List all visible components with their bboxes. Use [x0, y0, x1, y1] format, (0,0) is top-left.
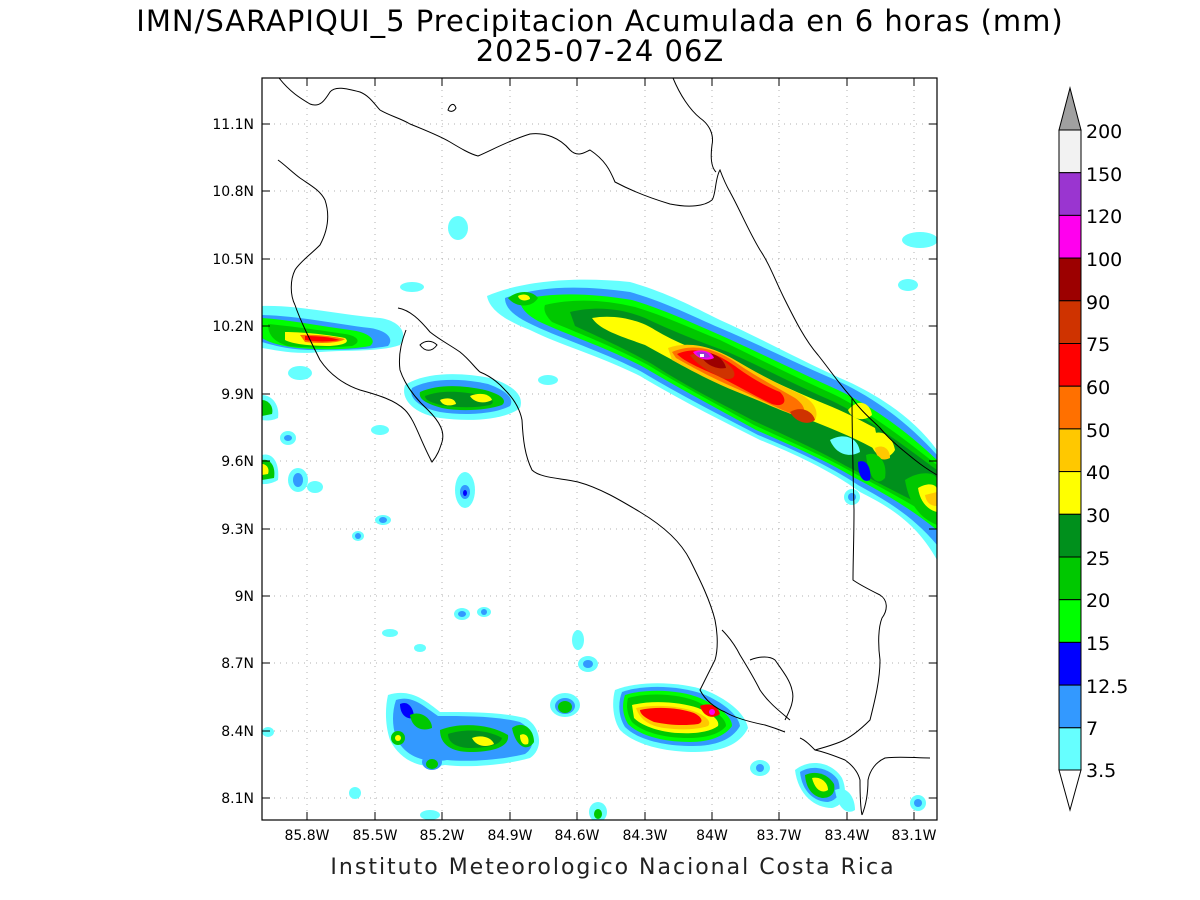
legend-label: 15: [1086, 633, 1110, 655]
legend-swatch-7-12.5: [1058, 684, 1082, 729]
lon-tick-label: 84.9W: [487, 828, 532, 844]
lat-tick-label: 9N: [235, 589, 254, 605]
legend-swatch-15-20: [1058, 599, 1082, 643]
legend-label: 12.5: [1086, 676, 1128, 698]
legend-label: 90: [1086, 292, 1110, 314]
legend-labels: 200 150 120 100 90 75 60 50 40 30 25 20 …: [1086, 121, 1128, 782]
lat-tick-label: 8.1N: [221, 791, 254, 807]
legend-swatch-60-75: [1058, 343, 1082, 387]
lat-tick-label: 10.2N: [212, 319, 254, 335]
lon-tick-label: 83.4W: [824, 828, 869, 844]
legend-under-triangle: [1058, 769, 1082, 812]
legend-swatch-90-100: [1058, 257, 1082, 302]
lat-tick-label: 9.3N: [221, 522, 254, 538]
map-title: IMN/SARAPIQUI_5 Precipitacion Acumulada …: [136, 4, 1064, 38]
lon-tick-label: 83.7W: [756, 828, 801, 844]
lat-axis-labels: 11.1N 10.8N 10.5N 10.2N 9.9N 9.6N 9.3N 9…: [212, 117, 254, 807]
map-datetime: 2025-07-24 06Z: [475, 34, 725, 68]
lon-tick-label: 84W: [696, 828, 728, 844]
plot-frame: [261, 77, 938, 821]
legend-swatch-30-40: [1058, 471, 1082, 515]
lat-tick-label: 10.5N: [212, 252, 254, 268]
legend-label: 20: [1086, 590, 1110, 612]
legend-label: 120: [1086, 206, 1122, 228]
legend-label: 7: [1086, 718, 1098, 740]
legend-swatch-20-25: [1058, 556, 1082, 601]
legend-label: 40: [1086, 462, 1110, 484]
lon-tick-label: 84.6W: [554, 828, 599, 844]
legend-swatch-12.5-15: [1058, 641, 1082, 686]
precipitation-field: [262, 216, 937, 820]
legend-label: 75: [1086, 334, 1110, 356]
lat-tick-label: 8.4N: [221, 724, 254, 740]
legend-swatch-120-150: [1058, 172, 1082, 216]
legend-label: 50: [1086, 420, 1110, 442]
lon-tick-label: 84.3W: [622, 828, 667, 844]
lat-tick-label: 9.6N: [221, 454, 254, 470]
legend-swatch-3.5-7: [1058, 727, 1082, 771]
legend-label: 3.5: [1086, 760, 1116, 782]
lat-tick-label: 10.8N: [212, 184, 254, 200]
legend-swatch-50-60: [1058, 385, 1082, 430]
legend-label: 200: [1086, 121, 1122, 143]
color-legend: [1058, 86, 1082, 812]
legend-swatch-100-120: [1058, 214, 1082, 259]
lat-tick-label: 8.7N: [221, 656, 254, 672]
coastlines: [277, 78, 937, 816]
legend-label: 150: [1086, 164, 1122, 186]
legend-label: 60: [1086, 377, 1110, 399]
legend-over-triangle: [1058, 86, 1082, 131]
lon-tick-label: 85.5W: [352, 828, 397, 844]
legend-swatch-150-200: [1058, 129, 1082, 174]
lon-axis-labels: 85.8W 85.5W 85.2W 84.9W 84.6W 84.3W 84W …: [284, 828, 936, 844]
lat-tick-label: 11.1N: [212, 117, 254, 133]
legend-swatch-40-50: [1058, 428, 1082, 473]
footer-credit: Instituto Meteorologico Nacional Costa R…: [330, 855, 896, 880]
legend-swatch-75-90: [1058, 300, 1082, 344]
lat-tick-label: 9.9N: [221, 387, 254, 403]
axis-ticks: [262, 78, 937, 820]
lon-tick-label: 85.2W: [419, 828, 464, 844]
legend-label: 30: [1086, 505, 1110, 527]
legend-label: 25: [1086, 548, 1110, 570]
legend-swatch-25-30: [1058, 513, 1082, 558]
lon-tick-label: 83.1W: [891, 828, 936, 844]
legend-label: 100: [1086, 249, 1122, 271]
lon-tick-label: 85.8W: [284, 828, 329, 844]
